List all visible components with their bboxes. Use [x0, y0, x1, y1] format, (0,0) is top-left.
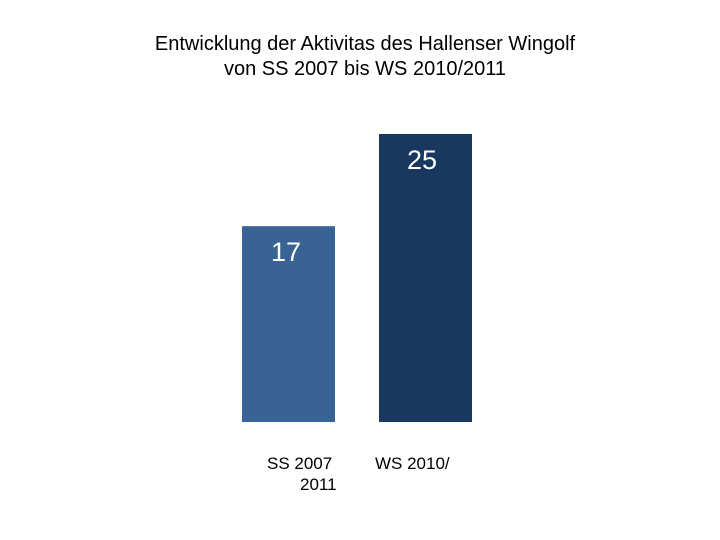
- title-line-1: Entwicklung der Aktivitas des Hallenser …: [154, 33, 576, 55]
- category-labels: SS 2007 WS 2010/ 2011: [267, 454, 450, 494]
- bar-2: [379, 134, 472, 422]
- category-label-ws2010: WS 2010/: [375, 454, 450, 473]
- bar-value-label-1: 17: [271, 237, 301, 267]
- category-label-ss2007: SS 2007: [267, 454, 332, 473]
- chart-title: Entwicklung der Aktivitas des Hallenser …: [0, 32, 720, 82]
- title-line-2: von SS 2007 bis WS 2010/2011: [223, 58, 507, 80]
- bar-value-label-2: 25: [407, 145, 437, 175]
- category-label-continuation: 2011: [300, 475, 337, 494]
- bar-1: [242, 226, 335, 422]
